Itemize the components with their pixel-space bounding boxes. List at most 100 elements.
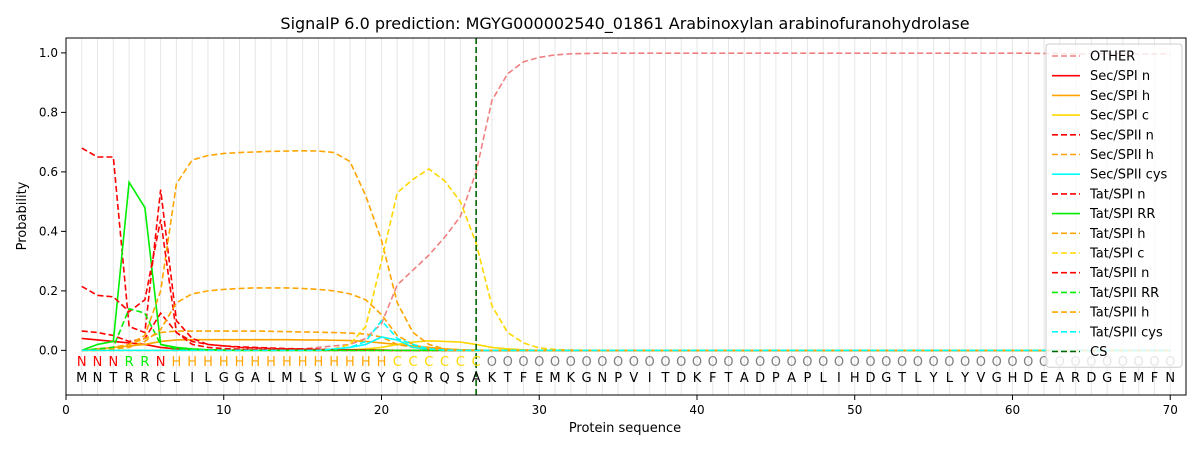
residue-label: A	[472, 371, 481, 386]
y-tick-label: 0.6	[39, 165, 58, 179]
region-label: O	[581, 355, 591, 370]
legend-label: Sec/SPII n	[1090, 128, 1154, 143]
region-label: O	[771, 355, 781, 370]
residue-label: I	[648, 371, 652, 386]
residue-label: F	[520, 371, 527, 386]
region-label: O	[739, 355, 749, 370]
region-label: H	[187, 355, 197, 370]
residue-label: G	[1102, 371, 1112, 386]
region-label: O	[518, 355, 528, 370]
region-label: O	[676, 355, 686, 370]
region-label: H	[314, 355, 324, 370]
residue-label: W	[344, 371, 357, 386]
region-label: O	[1007, 355, 1017, 370]
residue-label: Q	[439, 371, 449, 386]
region-label: O	[708, 355, 718, 370]
residue-label: R	[140, 371, 149, 386]
residue-label: V	[629, 371, 638, 386]
region-label: H	[282, 355, 292, 370]
residue-label: P	[614, 371, 622, 386]
region-label: O	[960, 355, 970, 370]
residue-label: G	[392, 371, 402, 386]
series-line	[82, 309, 1170, 351]
y-tick-label: 0.4	[39, 224, 58, 238]
region-label: O	[534, 355, 544, 370]
residue-label: G	[219, 371, 229, 386]
grid-layer	[82, 38, 1170, 395]
region-label: O	[487, 355, 497, 370]
region-label: O	[723, 355, 733, 370]
legend-label: Tat/SPII cys	[1089, 325, 1163, 340]
legend-label: Tat/SPII n	[1089, 266, 1149, 281]
region-label: O	[550, 355, 560, 370]
region-label: H	[250, 355, 260, 370]
legend-label: Sec/SPI n	[1090, 69, 1150, 84]
residue-label: L	[267, 371, 275, 386]
region-label: H	[361, 355, 371, 370]
residue-label: M	[1133, 371, 1144, 386]
sequence-annotation-layer: NMNNNTRRRRNCHLHIHLHGHGHAHLHMHLHSHLHWHGHY…	[76, 355, 1175, 386]
region-label: O	[503, 355, 513, 370]
legend-label: Tat/SPII h	[1089, 306, 1149, 321]
residue-label: T	[660, 371, 669, 386]
region-label: H	[203, 355, 213, 370]
residue-label: A	[787, 371, 796, 386]
legend-label: Sec/SPI c	[1090, 109, 1149, 124]
region-label: O	[613, 355, 623, 370]
residue-label: T	[897, 371, 906, 386]
region-label: H	[329, 355, 339, 370]
residue-label: Y	[377, 371, 386, 386]
legend-label: Tat/SPI c	[1089, 247, 1144, 262]
residue-label: G	[582, 371, 592, 386]
residue-label: A	[740, 371, 749, 386]
y-axis-label: Probability	[15, 181, 30, 250]
region-label: O	[597, 355, 607, 370]
residue-label: T	[503, 371, 512, 386]
residue-label: K	[567, 371, 576, 386]
x-axis-label: Protein sequence	[569, 421, 681, 436]
region-label: C	[409, 355, 418, 370]
residue-label: P	[803, 371, 811, 386]
region-label: C	[440, 355, 449, 370]
series-line	[82, 148, 1170, 350]
legend-label: Sec/SPII cys	[1090, 168, 1168, 183]
x-tick-label: 20	[374, 403, 389, 417]
residue-label: F	[1151, 371, 1158, 386]
region-label: O	[566, 355, 576, 370]
region-label: O	[787, 355, 797, 370]
legend-label: Tat/SPI h	[1089, 227, 1146, 242]
residue-label: T	[108, 371, 117, 386]
region-label: H	[266, 355, 276, 370]
series-line	[82, 288, 1170, 350]
residue-label: Y	[929, 371, 938, 386]
residue-label: L	[299, 371, 307, 386]
residue-label: D	[1023, 371, 1033, 386]
residue-label: I	[190, 371, 194, 386]
residue-label: L	[820, 371, 828, 386]
y-tick-label: 0.8	[39, 105, 58, 119]
residue-label: M	[76, 371, 87, 386]
residue-label: D	[865, 371, 875, 386]
y-tick-label: 0.2	[39, 284, 58, 298]
y-tick-label: 0.0	[39, 343, 58, 357]
residue-label: V	[976, 371, 985, 386]
residue-label: D	[1086, 371, 1096, 386]
residue-label: L	[914, 371, 922, 386]
region-label: O	[865, 355, 875, 370]
region-label: O	[850, 355, 860, 370]
legend-label: Tat/SPII RR	[1089, 286, 1159, 301]
residue-label: E	[1040, 371, 1048, 386]
residue-label: G	[234, 371, 244, 386]
region-label: O	[992, 355, 1002, 370]
residue-label: A	[1055, 371, 1064, 386]
plot-frame	[66, 38, 1186, 395]
residue-label: A	[251, 371, 260, 386]
x-tick-label: 10	[216, 403, 231, 417]
region-label: H	[298, 355, 308, 370]
residue-label: K	[488, 371, 497, 386]
series-line	[82, 169, 1170, 350]
region-label: R	[140, 355, 149, 370]
residue-label: H	[1008, 371, 1018, 386]
residue-label: H	[850, 371, 860, 386]
